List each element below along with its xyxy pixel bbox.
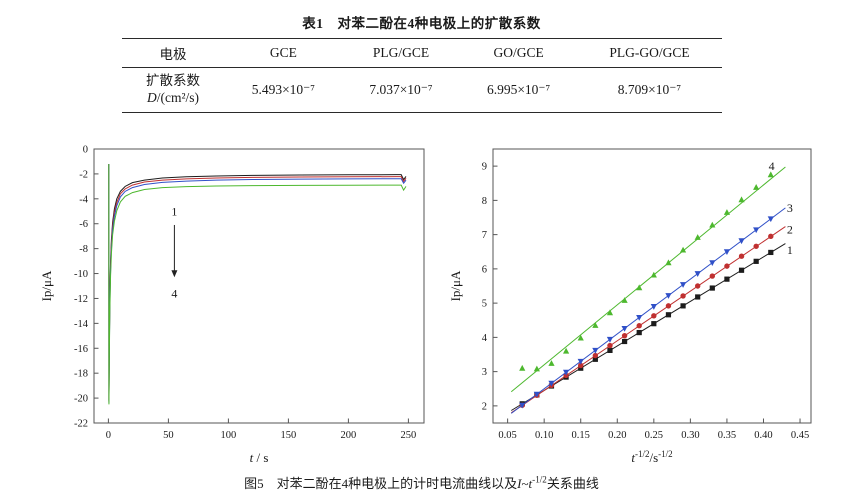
chronoamperometry-chart: 0 50 100 150 200 250 0 -2 -4 -6 -8 -10 -12 -14 -16 -18 -…	[39, 144, 425, 465]
svg-text:-20: -20	[74, 393, 88, 404]
series-3	[108, 163, 407, 403]
table-header-row: 电极 GCE PLG/GCE GO/GCE PLG-GO/GCE	[121, 39, 722, 68]
svg-text:-22: -22	[74, 418, 88, 429]
col-header-plg-go-gce: PLG-GO/GCE	[609, 45, 690, 60]
table-title: 表1 对苯二酚在4种电极上的扩散系数	[302, 16, 541, 31]
series-4	[510, 166, 786, 392]
svg-text:150: 150	[281, 430, 297, 441]
svg-text:0.35: 0.35	[718, 430, 736, 441]
svg-text:-6: -6	[79, 219, 88, 230]
col-header-electrode: 电极	[159, 47, 187, 62]
y-axis: 2 3 4 5 6 7 8 9	[482, 161, 498, 412]
series-2	[108, 163, 407, 402]
svg-text:-16: -16	[74, 344, 88, 355]
svg-text:0.20: 0.20	[608, 430, 626, 441]
y-axis-label: Ip/μA	[448, 270, 463, 301]
svg-text:50: 50	[163, 430, 174, 441]
svg-text:0: 0	[106, 430, 111, 441]
charts-row: 0 50 100 150 200 250 0 -2 -4 -6 -8 -10 -12 -14 -16 -18 -…	[0, 139, 843, 469]
series-label-2: 2	[787, 222, 793, 236]
series-3	[510, 207, 786, 414]
row-label-line2: D/(cm²/s)	[147, 89, 200, 105]
series-4	[108, 163, 407, 405]
cottrell-plot-chart: 0.05 0.10 0.15 0.20 0.25 0.30 0.35 0.40 0.45 2 3 4 5…	[448, 148, 812, 465]
plot-frame	[93, 148, 425, 424]
svg-text:100: 100	[221, 430, 237, 441]
row-label-cell: 扩散系数 D/(cm²/s)	[122, 68, 225, 113]
diffusion-table: 电极 GCE PLG/GCE GO/GCE PLG-GO/GCE 扩散系数 D/…	[121, 38, 722, 113]
svg-text:-18: -18	[74, 368, 88, 379]
svg-text:9: 9	[482, 161, 487, 172]
svg-text:6: 6	[482, 264, 487, 275]
col-header-go-gce: GO/GCE	[493, 45, 544, 60]
svg-text:0.10: 0.10	[535, 430, 553, 441]
x-axis: 0.05 0.10 0.15 0.20 0.25 0.30 0.35 0.40 0.45	[498, 418, 809, 441]
svg-text:0.25: 0.25	[645, 430, 663, 441]
series-label-3: 3	[787, 201, 793, 215]
series-1	[108, 163, 407, 401]
col-header-gce: GCE	[269, 45, 297, 60]
x-axis-label: t-1/2/s-1/2	[631, 449, 672, 465]
plot-frame	[492, 148, 812, 424]
series-2	[510, 225, 786, 413]
series-label-1: 1	[787, 243, 793, 257]
svg-text:0.05: 0.05	[498, 430, 516, 441]
table-data-row: 扩散系数 D/(cm²/s) 5.493×10⁻⁷ 7.037×10⁻⁷ 6.9…	[122, 68, 722, 113]
value-plg-gce: 7.037×10⁻⁷	[369, 81, 433, 97]
table1-block: 表1 对苯二酚在4种电极上的扩散系数 电极 GCE PLG/GCE GO/GCE…	[112, 0, 732, 113]
svg-text:0.30: 0.30	[681, 430, 699, 441]
row-label-line1: 扩散系数	[146, 73, 201, 88]
x-axis: 0 50 100 150 200 250	[106, 418, 417, 441]
figure-caption: 图5 对苯二酚在4种电极上的计时电流曲线以及I~t-1/2关系曲线	[244, 474, 599, 491]
svg-text:-4: -4	[79, 194, 88, 205]
svg-text:5: 5	[482, 298, 487, 309]
annotation-4: 4	[171, 286, 177, 300]
svg-text:4: 4	[482, 333, 488, 344]
svg-text:0.45: 0.45	[791, 430, 809, 441]
col-header-plg-gce: PLG/GCE	[372, 45, 430, 60]
value-gce: 5.493×10⁻⁷	[251, 81, 316, 97]
svg-text:-12: -12	[74, 294, 88, 305]
svg-text:8: 8	[482, 196, 487, 207]
x-axis-label: t / s	[250, 450, 269, 465]
annotation-1: 1	[171, 204, 177, 218]
svg-text:-10: -10	[74, 269, 88, 280]
svg-text:-14: -14	[74, 319, 89, 330]
svg-text:7: 7	[482, 230, 487, 241]
series-label-4: 4	[769, 159, 775, 173]
svg-text:0.15: 0.15	[572, 430, 590, 441]
y-axis-label: Ip/μA	[39, 270, 54, 301]
svg-text:0: 0	[83, 144, 88, 155]
svg-text:200: 200	[341, 430, 357, 441]
svg-text:2: 2	[482, 401, 487, 412]
svg-text:0.40: 0.40	[754, 430, 772, 441]
svg-text:250: 250	[401, 430, 417, 441]
down-arrow	[171, 224, 178, 278]
svg-text:3: 3	[482, 367, 487, 378]
svg-text:-8: -8	[79, 244, 88, 255]
value-plg-go-gce: 8.709×10⁻⁷	[617, 81, 682, 97]
svg-text:-2: -2	[79, 169, 88, 180]
y-axis: 0 -2 -4 -6 -8 -10 -12 -14 -16 -18 -20 -22	[74, 144, 99, 429]
value-go-gce: 6.995×10⁻⁷	[486, 81, 551, 97]
